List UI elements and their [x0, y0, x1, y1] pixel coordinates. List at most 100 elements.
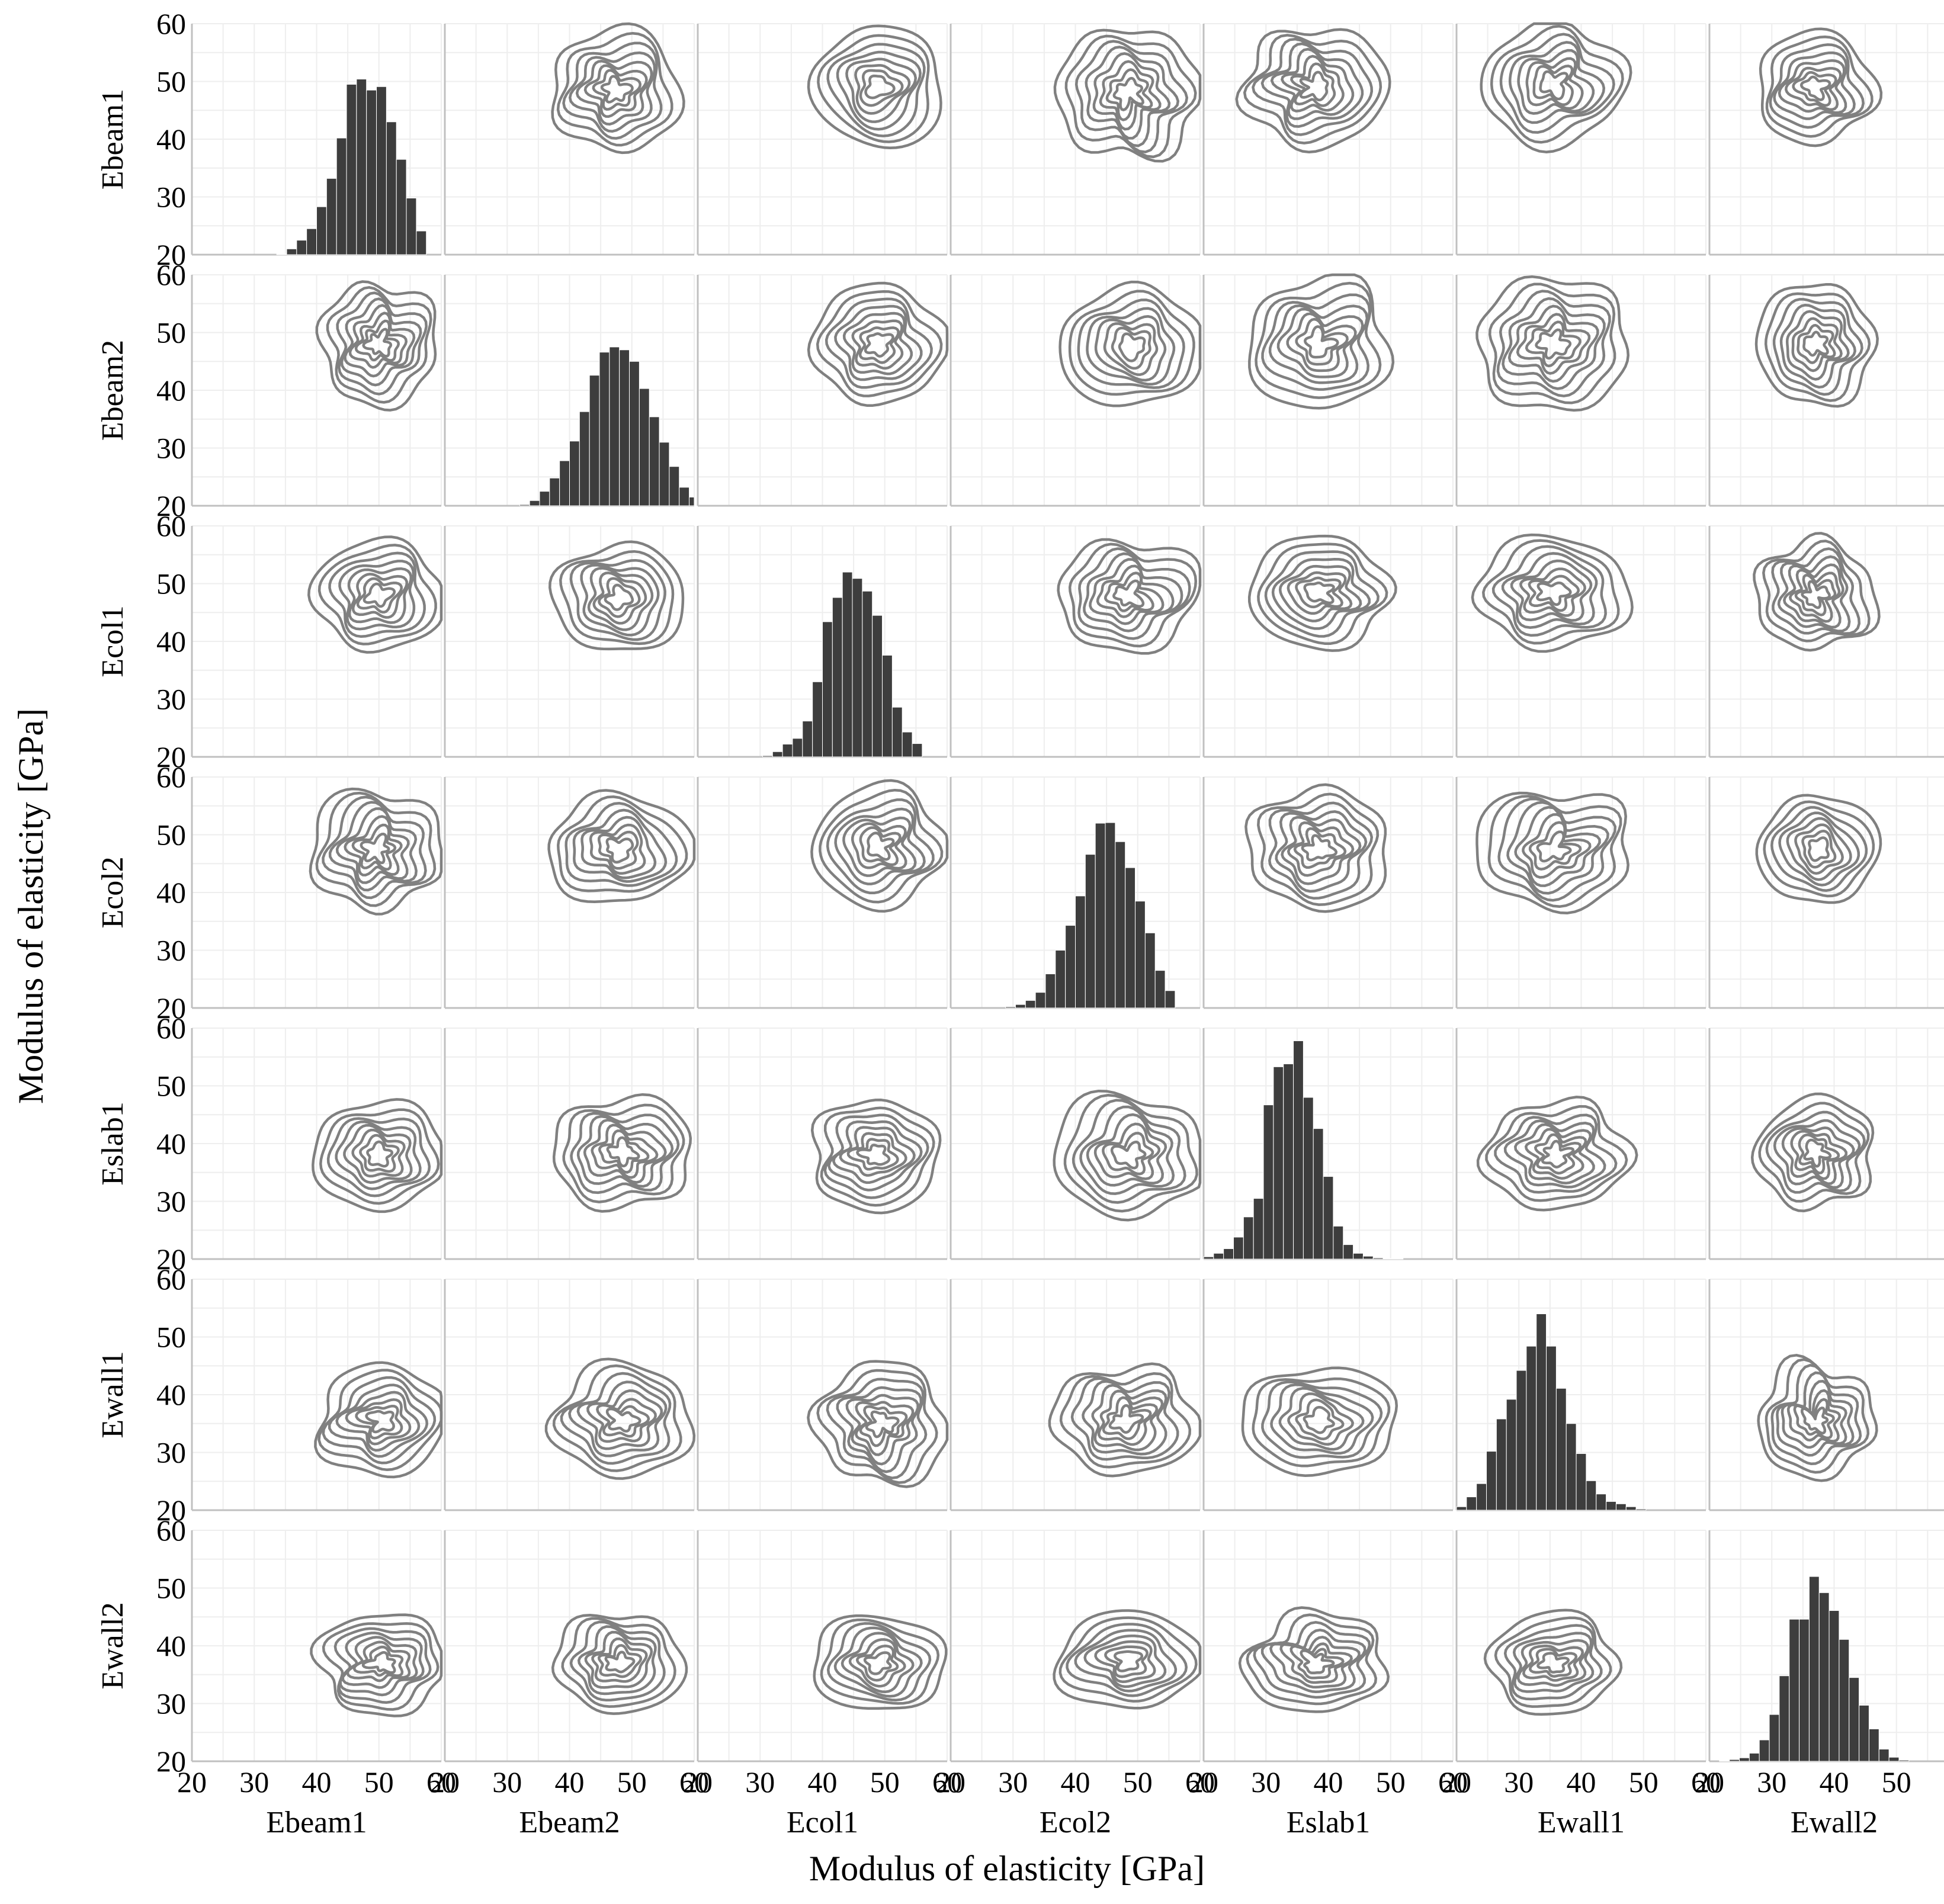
histogram-bar-eslab1 [1353, 1253, 1364, 1260]
density-contour [1103, 322, 1159, 376]
density-contour [586, 1398, 657, 1443]
density-contour [569, 1620, 666, 1702]
column-variable-label: Ebeam1 [266, 1806, 367, 1839]
density-contour [810, 779, 949, 913]
density-contour [552, 1093, 692, 1213]
histogram-bar-eslab1 [1283, 1063, 1294, 1260]
histogram-bar-ecol2 [1154, 970, 1166, 1009]
histogram-bar-ecol1 [862, 590, 873, 757]
density-contour [854, 64, 911, 115]
density-contour [309, 787, 443, 916]
density-contour [1480, 22, 1632, 153]
histogram-bar-ecol1 [802, 721, 813, 757]
x-tick-label: 50 [870, 1765, 900, 1799]
density-contour [596, 1404, 650, 1438]
density-contour [1246, 1613, 1378, 1706]
panel-ewall1-vs-ebeam2 [444, 1279, 696, 1511]
density-contour [1110, 1140, 1147, 1170]
histogram-bar-ecol2 [1025, 1000, 1036, 1009]
x-tick-label: 20 [1442, 1765, 1471, 1799]
histogram-bar-ewall1 [1596, 1494, 1607, 1511]
density-contour [336, 291, 428, 396]
density-contour [583, 1119, 667, 1184]
panel-ebeam1-vs-ebeam2 [444, 22, 695, 256]
histogram-bar-ewall1 [1566, 1423, 1577, 1511]
y-tick-label: 50 [156, 65, 186, 98]
panel-ecol2-vs-eslab1 [1202, 776, 1454, 1009]
density-contour [826, 1378, 928, 1479]
density-contour [1281, 54, 1345, 113]
density-contour [351, 1128, 406, 1178]
panel-ewall1-vs-ecol2 [949, 1279, 1202, 1511]
histogram-bar-ecol1 [832, 597, 843, 757]
density-contour [816, 1369, 938, 1484]
density-contour [580, 564, 660, 637]
x-tick-label: 30 [1504, 1765, 1534, 1799]
panel-ebeam2-vs-ecol1 [697, 274, 949, 507]
density-contour [1113, 1650, 1144, 1672]
histogram-bar-ewall1 [1526, 1346, 1537, 1511]
density-contour [572, 808, 668, 883]
histogram-bar-ewall1 [1486, 1451, 1497, 1511]
density-contour [345, 1398, 412, 1446]
density-contour [1786, 817, 1852, 881]
y-tick-label: 20 [156, 238, 186, 271]
density-contour [1099, 60, 1162, 131]
density-contour [1255, 281, 1382, 399]
histogram-bar-ebeam1 [296, 240, 307, 255]
panel-grid-lines [191, 776, 442, 1009]
density-contour [1086, 1113, 1167, 1187]
panel-ecol1-vs-ebeam2 [444, 525, 695, 758]
panel-ewall1-vs-ecol1 [697, 1279, 949, 1511]
density-contour [1482, 539, 1620, 645]
density-contour [858, 326, 900, 364]
density-contour [355, 1404, 403, 1440]
histogram-bar-eslab1 [1313, 1128, 1324, 1260]
histogram-bar-ecol1 [792, 738, 803, 757]
density-contour [598, 1129, 650, 1174]
density-contour [1524, 1128, 1587, 1180]
x-tick-label: 40 [1061, 1765, 1090, 1799]
density-contour [1778, 811, 1860, 887]
panel-grid-lines [950, 1279, 1201, 1511]
column-variable-label: Ebeam2 [519, 1806, 620, 1839]
density-contour [1765, 1358, 1870, 1474]
density-contour [1487, 795, 1622, 908]
panel-eslab1-vs-ebeam1: 20 30 40 50 60 Eslab1 [96, 1012, 443, 1276]
histogram-bar-ebeam1 [306, 228, 317, 255]
panel-ebeam2-vs-ebeam2 [444, 274, 695, 507]
histogram-bar-ewall2 [1808, 1576, 1820, 1762]
density-contour [867, 831, 895, 861]
density-contour [1064, 34, 1197, 159]
histogram-bar-ewall1 [1506, 1399, 1517, 1511]
histogram-bar-eslab1 [1233, 1237, 1244, 1260]
density-contour [1765, 35, 1874, 138]
histogram-bar-ewall2 [1769, 1714, 1780, 1762]
histogram-bar-ecol2 [1055, 950, 1066, 1009]
panel-grid-lines [950, 1530, 1201, 1762]
panel-grid-lines [950, 776, 1201, 1009]
histogram-bar-ewall2 [1739, 1757, 1750, 1762]
density-contour [1535, 328, 1572, 360]
histogram-bar-ebeam1 [316, 206, 327, 255]
density-contour [817, 34, 930, 143]
density-contour [1053, 1609, 1202, 1710]
panel-ewall2-vs-ebeam1: 20 30 40 50 60 Ewall2 20 30 40 50 60 Ebeam1 [96, 1514, 456, 1839]
y-tick-label: 60 [156, 1263, 186, 1296]
y-tick-label: 50 [156, 1572, 186, 1605]
y-tick-label: 30 [156, 934, 186, 967]
density-contour [1268, 801, 1374, 900]
histogram-bar-ewall1 [1555, 1388, 1567, 1511]
density-contour [1475, 791, 1629, 914]
histogram-bar-ecol2 [1095, 823, 1106, 1009]
density-contour [568, 51, 656, 133]
density-contour [592, 69, 642, 111]
histogram-bar-ewall2 [1799, 1619, 1810, 1762]
histogram-bar-ewall2 [1789, 1619, 1800, 1762]
panel-ecol2-vs-ebeam1: 20 30 40 50 60 Ecol2 [96, 760, 443, 1025]
density-contour [825, 297, 933, 389]
density-contour [352, 1645, 404, 1677]
histogram-bar-ebeam2 [619, 349, 630, 506]
histogram-bar-ewall1 [1496, 1418, 1507, 1511]
x-tick-label: 50 [364, 1765, 394, 1799]
